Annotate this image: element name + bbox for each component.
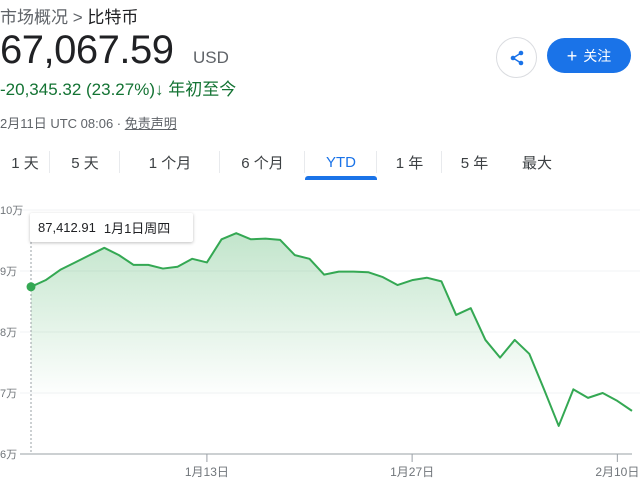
follow-button[interactable]: + 关注: [547, 38, 631, 73]
chart-tooltip: 87,412.91 1月1日周四: [30, 213, 193, 242]
y-tick-label: 8万: [0, 327, 17, 339]
tab-5[interactable]: 1 年: [377, 146, 442, 178]
currency-label: USD: [193, 48, 229, 67]
tab-4[interactable]: YTD: [305, 146, 377, 180]
change-period: 年初至今: [168, 80, 237, 99]
timestamp-text: 2月11日 UTC 08:06 ·: [0, 116, 122, 131]
price-chart: 10万 9万 8万 7万 6万 1月13日 1月27日 2月10日: [0, 205, 640, 479]
arrow-down-icon: ↓: [155, 80, 164, 99]
y-tick-label: 9万: [0, 266, 17, 278]
current-price: 67,067.59: [0, 28, 174, 72]
breadcrumb: 市场概况 > 比特币: [0, 3, 138, 28]
y-tick-label: 7万: [0, 388, 17, 400]
hover-point: [26, 282, 36, 292]
tab-1[interactable]: 5 天: [50, 146, 120, 178]
x-tick-label: 1月13日: [185, 465, 229, 479]
tooltip-date: 1月1日周四: [103, 221, 171, 236]
plus-icon: +: [566, 45, 578, 66]
breadcrumb-parent-link[interactable]: 市场概况: [0, 8, 68, 27]
price-change: -20,345.32 (23.27%)↓ 年初至今: [0, 75, 236, 100]
x-tick-label: 1月27日: [390, 465, 434, 479]
x-tick-label: 2月10日: [595, 465, 639, 479]
disclaimer-link[interactable]: 免责声明: [124, 116, 177, 131]
price-area: [31, 233, 632, 454]
timestamp: 2月11日 UTC 08:06 · 免责声明: [0, 113, 177, 132]
share-button[interactable]: [496, 37, 537, 78]
price-line: [30, 232, 633, 427]
tooltip-value: 87,412.91: [38, 220, 96, 235]
follow-label: 关注: [583, 47, 612, 64]
change-value: -20,345.32 (23.27%): [0, 80, 155, 99]
y-tick-label: 10万: [0, 205, 23, 217]
y-tick-label: 6万: [0, 449, 17, 461]
share-icon: [510, 50, 523, 65]
tab-0[interactable]: 1 天: [0, 146, 50, 178]
breadcrumb-current: 比特币: [87, 8, 139, 27]
tab-7[interactable]: 最大: [521, 154, 552, 172]
tab-6[interactable]: 5 年: [460, 154, 489, 172]
breadcrumb-separator: >: [72, 8, 83, 27]
tab-3[interactable]: 6 个月: [220, 146, 305, 178]
tab-2[interactable]: 1 个月: [120, 146, 220, 178]
